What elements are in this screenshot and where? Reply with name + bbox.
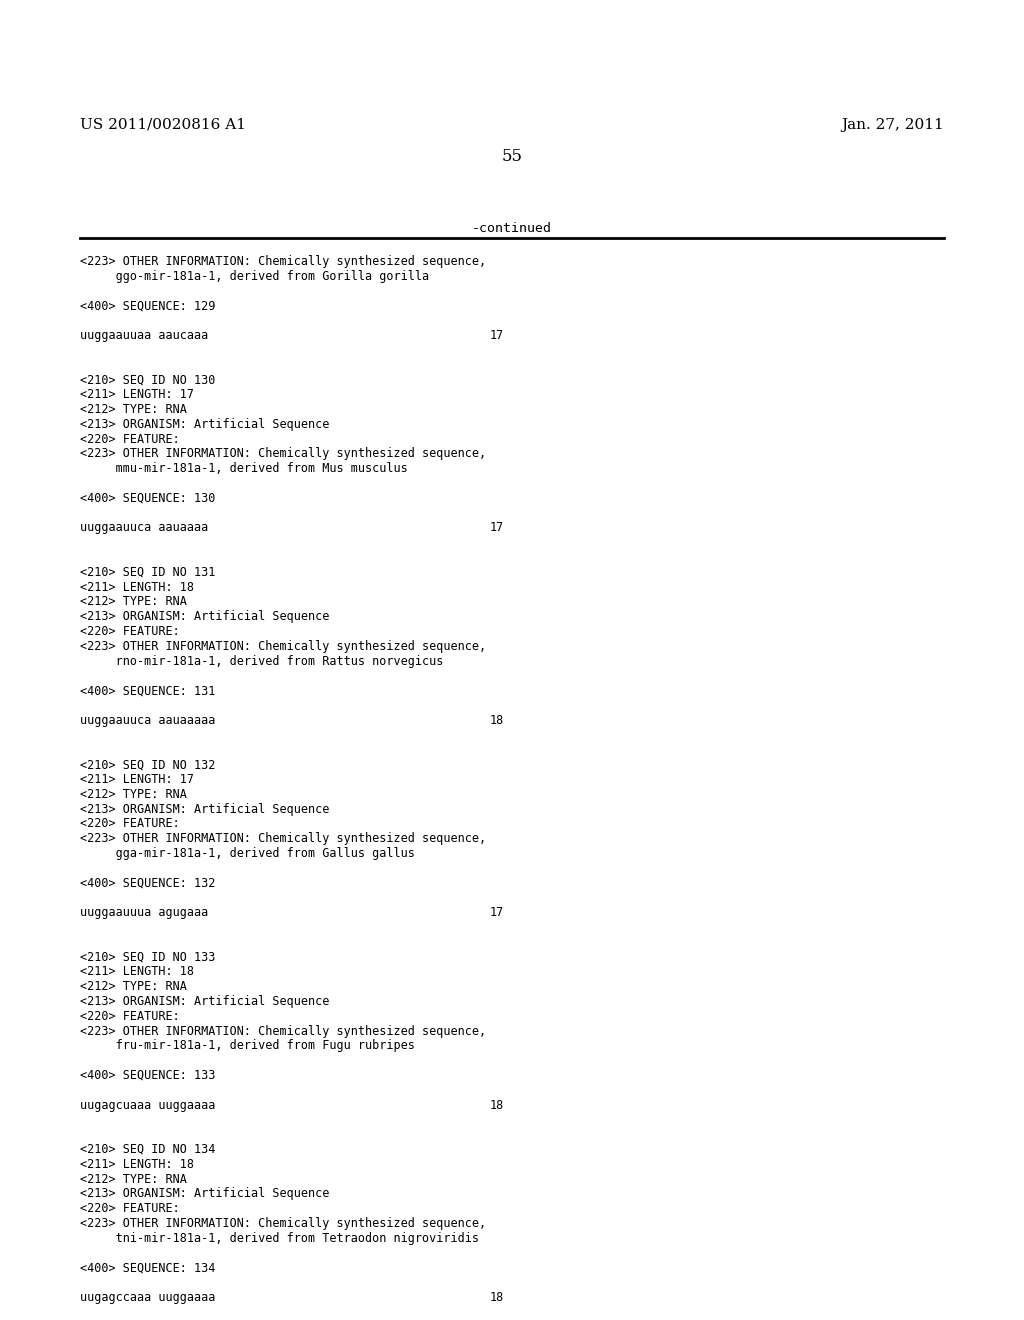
Text: <213> ORGANISM: Artificial Sequence: <213> ORGANISM: Artificial Sequence (80, 803, 330, 816)
Text: <223> OTHER INFORMATION: Chemically synthesized sequence,: <223> OTHER INFORMATION: Chemically synt… (80, 1024, 486, 1038)
Text: 18: 18 (490, 714, 504, 727)
Text: <223> OTHER INFORMATION: Chemically synthesized sequence,: <223> OTHER INFORMATION: Chemically synt… (80, 832, 486, 845)
Text: uugagccaaa uuggaaaa: uugagccaaa uuggaaaa (80, 1291, 215, 1304)
Text: <213> ORGANISM: Artificial Sequence: <213> ORGANISM: Artificial Sequence (80, 995, 330, 1008)
Text: US 2011/0020816 A1: US 2011/0020816 A1 (80, 117, 246, 132)
Text: 17: 17 (490, 907, 504, 919)
Text: <212> TYPE: RNA: <212> TYPE: RNA (80, 595, 186, 609)
Text: <211> LENGTH: 18: <211> LENGTH: 18 (80, 581, 194, 594)
Text: uugagcuaaa uuggaaaa: uugagcuaaa uuggaaaa (80, 1098, 215, 1111)
Text: <211> LENGTH: 18: <211> LENGTH: 18 (80, 965, 194, 978)
Text: <212> TYPE: RNA: <212> TYPE: RNA (80, 788, 186, 801)
Text: <223> OTHER INFORMATION: Chemically synthesized sequence,: <223> OTHER INFORMATION: Chemically synt… (80, 255, 486, 268)
Text: <211> LENGTH: 17: <211> LENGTH: 17 (80, 774, 194, 785)
Text: Jan. 27, 2011: Jan. 27, 2011 (842, 117, 944, 132)
Text: <212> TYPE: RNA: <212> TYPE: RNA (80, 981, 186, 993)
Text: 18: 18 (490, 1098, 504, 1111)
Text: <213> ORGANISM: Artificial Sequence: <213> ORGANISM: Artificial Sequence (80, 610, 330, 623)
Text: <220> FEATURE:: <220> FEATURE: (80, 1203, 180, 1216)
Text: <210> SEQ ID NO 130: <210> SEQ ID NO 130 (80, 374, 215, 387)
Text: <220> FEATURE:: <220> FEATURE: (80, 433, 180, 446)
Text: <211> LENGTH: 18: <211> LENGTH: 18 (80, 1158, 194, 1171)
Text: <220> FEATURE:: <220> FEATURE: (80, 1010, 180, 1023)
Text: <400> SEQUENCE: 129: <400> SEQUENCE: 129 (80, 300, 215, 313)
Text: <211> LENGTH: 17: <211> LENGTH: 17 (80, 388, 194, 401)
Text: <223> OTHER INFORMATION: Chemically synthesized sequence,: <223> OTHER INFORMATION: Chemically synt… (80, 447, 486, 461)
Text: <220> FEATURE:: <220> FEATURE: (80, 624, 180, 638)
Text: <212> TYPE: RNA: <212> TYPE: RNA (80, 403, 186, 416)
Text: 17: 17 (490, 521, 504, 535)
Text: uuggaauuca aauaaaa: uuggaauuca aauaaaa (80, 521, 208, 535)
Text: tni-mir-181a-1, derived from Tetraodon nigroviridis: tni-mir-181a-1, derived from Tetraodon n… (80, 1232, 479, 1245)
Text: <223> OTHER INFORMATION: Chemically synthesized sequence,: <223> OTHER INFORMATION: Chemically synt… (80, 640, 486, 653)
Text: <220> FEATURE:: <220> FEATURE: (80, 817, 180, 830)
Text: gga-mir-181a-1, derived from Gallus gallus: gga-mir-181a-1, derived from Gallus gall… (80, 847, 415, 861)
Text: <400> SEQUENCE: 132: <400> SEQUENCE: 132 (80, 876, 215, 890)
Text: ggo-mir-181a-1, derived from Gorilla gorilla: ggo-mir-181a-1, derived from Gorilla gor… (80, 269, 429, 282)
Text: <400> SEQUENCE: 130: <400> SEQUENCE: 130 (80, 492, 215, 504)
Text: <213> ORGANISM: Artificial Sequence: <213> ORGANISM: Artificial Sequence (80, 418, 330, 430)
Text: <210> SEQ ID NO 132: <210> SEQ ID NO 132 (80, 758, 215, 771)
Text: 17: 17 (490, 329, 504, 342)
Text: <212> TYPE: RNA: <212> TYPE: RNA (80, 1172, 186, 1185)
Text: <400> SEQUENCE: 134: <400> SEQUENCE: 134 (80, 1262, 215, 1274)
Text: uuggaauuaa aaucaaa: uuggaauuaa aaucaaa (80, 329, 208, 342)
Text: <213> ORGANISM: Artificial Sequence: <213> ORGANISM: Artificial Sequence (80, 1188, 330, 1200)
Text: <223> OTHER INFORMATION: Chemically synthesized sequence,: <223> OTHER INFORMATION: Chemically synt… (80, 1217, 486, 1230)
Text: -continued: -continued (472, 222, 552, 235)
Text: uuggaauuua agugaaa: uuggaauuua agugaaa (80, 907, 208, 919)
Text: <210> SEQ ID NO 133: <210> SEQ ID NO 133 (80, 950, 215, 964)
Text: <210> SEQ ID NO 134: <210> SEQ ID NO 134 (80, 1143, 215, 1156)
Text: mmu-mir-181a-1, derived from Mus musculus: mmu-mir-181a-1, derived from Mus musculu… (80, 462, 408, 475)
Text: <400> SEQUENCE: 131: <400> SEQUENCE: 131 (80, 684, 215, 697)
Text: <400> SEQUENCE: 133: <400> SEQUENCE: 133 (80, 1069, 215, 1082)
Text: fru-mir-181a-1, derived from Fugu rubripes: fru-mir-181a-1, derived from Fugu rubrip… (80, 1039, 415, 1052)
Text: <210> SEQ ID NO 131: <210> SEQ ID NO 131 (80, 566, 215, 578)
Text: uuggaauuca aauaaaaa: uuggaauuca aauaaaaa (80, 714, 215, 727)
Text: 55: 55 (502, 148, 522, 165)
Text: rno-mir-181a-1, derived from Rattus norvegicus: rno-mir-181a-1, derived from Rattus norv… (80, 655, 443, 668)
Text: 18: 18 (490, 1291, 504, 1304)
